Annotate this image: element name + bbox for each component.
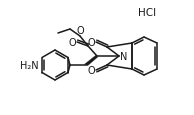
Text: O: O <box>87 38 95 48</box>
Text: N: N <box>120 52 127 61</box>
Text: HCl: HCl <box>138 8 156 18</box>
Text: H₂N: H₂N <box>20 60 39 70</box>
Polygon shape <box>85 56 98 66</box>
Text: O: O <box>87 65 95 75</box>
Text: O: O <box>68 38 76 48</box>
Text: O: O <box>76 26 84 36</box>
